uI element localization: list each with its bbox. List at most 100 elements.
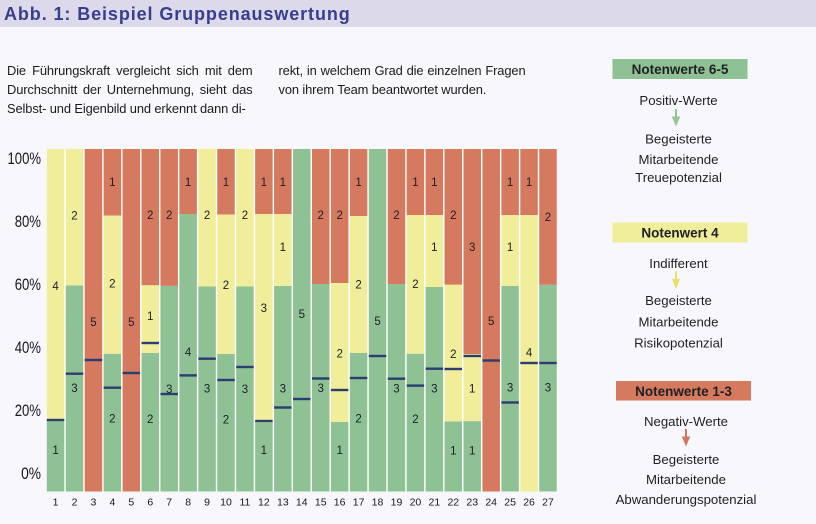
svg-text:1: 1 xyxy=(53,497,59,509)
svg-text:Negativ-Werte: Negativ-Werte xyxy=(644,414,728,429)
svg-text:8: 8 xyxy=(185,497,191,509)
svg-text:1: 1 xyxy=(469,446,475,458)
svg-text:Begeisterte: Begeisterte xyxy=(653,452,720,467)
svg-text:Mitarbeitende: Mitarbeitende xyxy=(646,472,726,487)
svg-text:5: 5 xyxy=(128,317,134,329)
svg-text:2: 2 xyxy=(355,414,361,426)
svg-text:1: 1 xyxy=(431,177,437,189)
svg-text:1: 1 xyxy=(431,242,437,254)
svg-text:40%: 40% xyxy=(15,338,41,357)
svg-text:2: 2 xyxy=(72,497,78,509)
svg-text:11: 11 xyxy=(239,497,250,509)
svg-text:1: 1 xyxy=(450,446,456,458)
svg-text:Begeisterte: Begeisterte xyxy=(645,293,712,308)
svg-text:24: 24 xyxy=(485,497,497,509)
svg-text:2: 2 xyxy=(166,210,172,222)
svg-text:1: 1 xyxy=(261,177,267,189)
svg-text:3: 3 xyxy=(166,384,172,396)
svg-text:2: 2 xyxy=(242,210,248,222)
svg-text:2: 2 xyxy=(109,279,115,291)
svg-text:3: 3 xyxy=(204,384,210,396)
svg-text:5: 5 xyxy=(90,317,96,329)
svg-text:1: 1 xyxy=(261,445,267,457)
svg-text:10: 10 xyxy=(220,497,232,509)
svg-text:26: 26 xyxy=(523,497,535,509)
svg-text:1: 1 xyxy=(147,311,153,323)
svg-text:4: 4 xyxy=(185,347,192,359)
svg-text:2: 2 xyxy=(450,349,456,361)
svg-text:2: 2 xyxy=(204,210,210,222)
svg-text:13: 13 xyxy=(277,497,289,509)
svg-text:2: 2 xyxy=(147,210,153,222)
svg-text:12: 12 xyxy=(258,497,270,509)
svg-text:2: 2 xyxy=(412,414,418,426)
svg-text:100%: 100% xyxy=(8,149,42,168)
svg-text:7: 7 xyxy=(166,497,172,509)
svg-text:Treuepotenzial: Treuepotenzial xyxy=(635,170,722,185)
svg-text:3: 3 xyxy=(242,384,248,396)
svg-text:3: 3 xyxy=(91,497,97,509)
svg-text:1: 1 xyxy=(507,242,513,254)
svg-text:1: 1 xyxy=(469,384,475,396)
svg-text:2: 2 xyxy=(109,414,115,426)
svg-text:21: 21 xyxy=(429,497,441,509)
svg-text:1: 1 xyxy=(280,177,286,189)
svg-text:20%: 20% xyxy=(15,401,41,420)
svg-text:Risikopotenzial: Risikopotenzial xyxy=(634,336,723,351)
svg-text:20: 20 xyxy=(410,497,422,509)
svg-text:0%: 0% xyxy=(21,464,41,483)
svg-text:1: 1 xyxy=(109,177,115,189)
svg-text:4: 4 xyxy=(109,497,115,509)
svg-text:3: 3 xyxy=(393,384,399,396)
svg-text:2: 2 xyxy=(393,210,399,222)
svg-text:17: 17 xyxy=(353,497,365,509)
svg-text:1: 1 xyxy=(223,177,229,189)
svg-text:3: 3 xyxy=(469,242,475,254)
svg-text:4: 4 xyxy=(526,347,533,359)
svg-text:5: 5 xyxy=(374,316,380,328)
svg-text:1: 1 xyxy=(355,177,361,189)
svg-text:2: 2 xyxy=(336,349,342,361)
svg-text:18: 18 xyxy=(372,497,384,509)
svg-text:4: 4 xyxy=(52,281,59,293)
svg-text:2: 2 xyxy=(450,210,456,222)
svg-text:Positiv-Werte: Positiv-Werte xyxy=(639,93,717,108)
svg-text:2: 2 xyxy=(355,280,361,292)
svg-text:Mitarbeitende: Mitarbeitende xyxy=(639,314,719,329)
svg-text:Notenwert 4: Notenwert 4 xyxy=(641,226,719,241)
svg-text:1: 1 xyxy=(507,177,513,189)
svg-text:1: 1 xyxy=(52,445,58,457)
svg-text:Begeisterte: Begeisterte xyxy=(645,132,712,147)
svg-text:2: 2 xyxy=(71,211,77,223)
svg-text:5: 5 xyxy=(488,316,494,328)
svg-text:25: 25 xyxy=(504,497,516,509)
svg-text:16: 16 xyxy=(334,497,346,509)
svg-text:5: 5 xyxy=(299,309,305,321)
svg-text:Notenwerte 6-5: Notenwerte 6-5 xyxy=(632,62,729,77)
svg-text:Indifferent: Indifferent xyxy=(649,256,708,271)
svg-text:1: 1 xyxy=(412,177,418,189)
svg-text:6: 6 xyxy=(147,497,153,509)
svg-text:3: 3 xyxy=(71,383,77,395)
svg-text:3: 3 xyxy=(280,384,286,396)
svg-text:1: 1 xyxy=(526,177,532,189)
svg-text:3: 3 xyxy=(431,384,437,396)
svg-text:Abwanderungspotenzial: Abwanderungspotenzial xyxy=(616,492,757,507)
svg-text:60%: 60% xyxy=(15,275,41,294)
svg-text:Notenwerte 1-3: Notenwerte 1-3 xyxy=(635,384,732,399)
svg-text:9: 9 xyxy=(204,497,210,509)
svg-text:2: 2 xyxy=(318,210,324,222)
svg-text:3: 3 xyxy=(545,383,551,395)
svg-text:2: 2 xyxy=(545,212,551,224)
svg-text:5: 5 xyxy=(128,497,134,509)
svg-text:3: 3 xyxy=(261,303,267,315)
svg-text:80%: 80% xyxy=(15,212,41,231)
svg-text:2: 2 xyxy=(223,280,229,292)
svg-text:27: 27 xyxy=(542,497,554,509)
svg-text:19: 19 xyxy=(391,497,403,509)
svg-text:1: 1 xyxy=(280,242,286,254)
svg-text:1: 1 xyxy=(185,177,191,189)
svg-text:2: 2 xyxy=(147,414,153,426)
svg-text:1: 1 xyxy=(336,445,342,457)
svg-text:22: 22 xyxy=(447,497,459,509)
